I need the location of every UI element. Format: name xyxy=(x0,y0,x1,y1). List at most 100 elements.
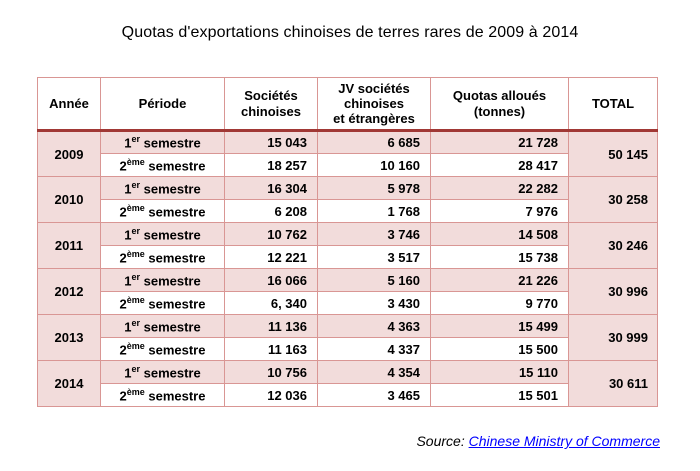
col-header-societes-line2: chinoises xyxy=(241,103,301,119)
col-header-societes-line1: Sociétés xyxy=(244,88,298,104)
quotas-value: 15 500 xyxy=(430,337,569,361)
row-2009-sem2: 2ème semestre 18 257 10 160 28 417 xyxy=(38,153,658,177)
period-label: semestre xyxy=(144,342,206,358)
period-cell: 2ème semestre xyxy=(100,383,225,407)
period-ordinal-sup: ème xyxy=(126,340,145,351)
period-cell: 1er semestre xyxy=(100,222,225,246)
row-2013-sem1: 2013 1er semestre 11 136 4 363 15 499 30… xyxy=(37,314,658,361)
period-ordinal-sup: er xyxy=(131,317,141,328)
total-value: 30 246 xyxy=(568,222,658,269)
period-number: 2 xyxy=(119,296,127,312)
col-header-jv-line1: JV sociétés xyxy=(338,80,410,96)
col-header-jv-line2: chinoises xyxy=(344,95,404,111)
row-2013-sem2: 2ème semestre 11 163 4 337 15 500 xyxy=(38,337,658,361)
total-value: 30 258 xyxy=(568,176,658,223)
period-number: 1 xyxy=(124,181,132,197)
period-number: 1 xyxy=(124,365,132,381)
jv-value: 5 978 xyxy=(317,176,431,200)
row-2011-sem1: 2011 1er semestre 10 762 3 746 14 508 30… xyxy=(37,222,658,269)
period-number: 2 xyxy=(119,204,127,220)
period-ordinal-sup: er xyxy=(131,363,141,374)
jv-value: 4 337 xyxy=(317,337,431,361)
period-cell: 1er semestre xyxy=(100,314,225,338)
period-cell: 2ème semestre xyxy=(100,245,225,269)
period-cell: 1er semestre xyxy=(100,360,225,384)
period-number: 2 xyxy=(119,388,127,404)
period-number: 1 xyxy=(124,227,132,243)
quotas-value: 22 282 xyxy=(430,176,569,200)
period-number: 1 xyxy=(124,135,132,151)
col-header-quotas-line2: (tonnes) xyxy=(473,103,526,119)
period-cell: 2ème semestre xyxy=(100,153,225,177)
quotas-value: 21 728 xyxy=(430,130,569,154)
period-number: 2 xyxy=(119,250,127,266)
col-header-jv-line3: et étrangères xyxy=(333,111,415,127)
year-cell: 2014 xyxy=(37,360,101,407)
quotas-value: 7 976 xyxy=(430,199,569,223)
societes-value: 18 257 xyxy=(224,153,318,177)
quotas-value: 15 738 xyxy=(430,245,569,269)
year-cell: 2013 xyxy=(37,314,101,361)
period-label: semestre xyxy=(140,181,201,197)
row-2014-sem2: 2ème semestre 12 036 3 465 15 501 xyxy=(38,383,658,407)
year-cell: 2009 xyxy=(37,130,101,177)
col-header-quotas: Quotas alloués (tonnes) xyxy=(430,77,569,132)
col-header-jv: JV sociétés chinoises et étrangères xyxy=(317,77,431,132)
period-cell: 2ème semestre xyxy=(100,199,225,223)
source-link[interactable]: Chinese Ministry of Commerce xyxy=(468,433,660,449)
total-value: 30 996 xyxy=(568,268,658,315)
row-2010-sem2: 2ème semestre 6 208 1 768 7 976 xyxy=(38,199,658,223)
col-header-societes: Sociétés chinoises xyxy=(224,77,318,132)
jv-value: 3 465 xyxy=(317,383,431,407)
total-value: 30 611 xyxy=(568,360,658,407)
societes-value: 6, 340 xyxy=(224,291,318,315)
period-ordinal-sup: er xyxy=(131,179,141,190)
period-label: semestre xyxy=(140,365,201,381)
row-2009-sem1: 2009 1er semestre 15 043 6 685 21 728 50… xyxy=(37,130,658,177)
header-row: Année Période Sociétés chinoises JV soci… xyxy=(37,77,658,132)
societes-value: 10 762 xyxy=(224,222,318,246)
period-label: semestre xyxy=(144,250,206,266)
year-cell: 2012 xyxy=(37,268,101,315)
period-label: semestre xyxy=(144,158,206,174)
col-header-annee: Année xyxy=(37,77,101,132)
total-value: 50 145 xyxy=(568,130,658,177)
jv-value: 4 363 xyxy=(317,314,431,338)
quotas-value: 9 770 xyxy=(430,291,569,315)
year-cell: 2011 xyxy=(37,222,101,269)
period-number: 2 xyxy=(119,158,127,174)
period-ordinal-sup: ème xyxy=(126,156,145,167)
col-header-quotas-line1: Quotas alloués xyxy=(452,88,547,104)
row-2011-sem2: 2ème semestre 12 221 3 517 15 738 xyxy=(38,245,658,269)
jv-value: 3 746 xyxy=(317,222,431,246)
quotas-value: 21 226 xyxy=(430,268,569,292)
jv-value: 3 430 xyxy=(317,291,431,315)
quotas-value: 15 110 xyxy=(430,360,569,384)
societes-value: 11 163 xyxy=(224,337,318,361)
societes-value: 11 136 xyxy=(224,314,318,338)
societes-value: 16 304 xyxy=(224,176,318,200)
societes-value: 6 208 xyxy=(224,199,318,223)
period-label: semestre xyxy=(144,296,206,312)
period-ordinal-sup: er xyxy=(131,271,141,282)
row-2012-sem1: 2012 1er semestre 16 066 5 160 21 226 30… xyxy=(37,268,658,315)
period-ordinal-sup: er xyxy=(131,134,141,145)
col-header-total: TOTAL xyxy=(568,77,658,132)
page-title: Quotas d'exportations chinoises de terre… xyxy=(121,24,579,41)
societes-value: 15 043 xyxy=(224,130,318,154)
row-2012-sem2: 2ème semestre 6, 340 3 430 9 770 xyxy=(38,291,658,315)
quotas-value: 15 499 xyxy=(430,314,569,338)
period-label: semestre xyxy=(140,227,201,243)
source-line: Source: Chinese Ministry of Commerce xyxy=(416,433,660,449)
period-ordinal-sup: ème xyxy=(126,248,145,259)
period-label: semestre xyxy=(144,388,206,404)
source-prefix: Source: xyxy=(416,433,469,449)
period-cell: 1er semestre xyxy=(100,130,225,154)
col-header-periode: Période xyxy=(100,77,225,132)
quotas-value: 14 508 xyxy=(430,222,569,246)
period-ordinal-sup: ème xyxy=(126,294,145,305)
quotas-value: 15 501 xyxy=(430,383,569,407)
row-2010-sem1: 2010 1er semestre 16 304 5 978 22 282 30… xyxy=(37,176,658,223)
quotas-value: 28 417 xyxy=(430,153,569,177)
